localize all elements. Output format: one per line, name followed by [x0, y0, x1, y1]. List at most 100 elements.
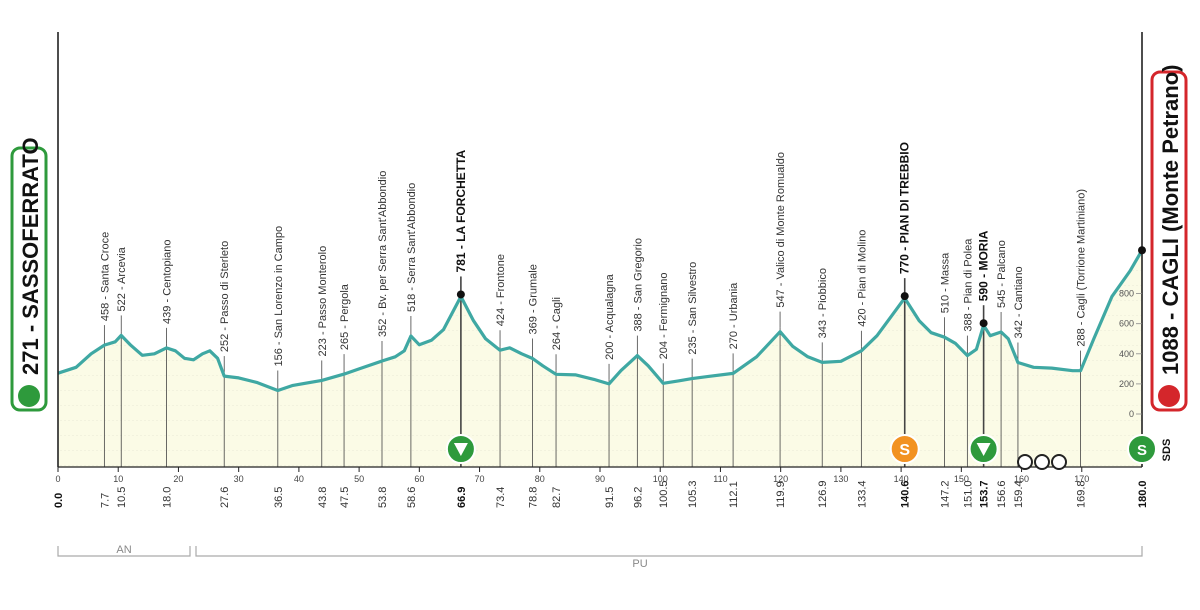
x-tick-label: 20 [173, 474, 183, 484]
waypoint-km-label: 43.8 [317, 487, 329, 508]
waypoint-km-label: 91.5 [604, 487, 616, 508]
waypoint-km-label: 27.6 [219, 487, 231, 508]
start-bike-icon [18, 385, 40, 407]
x-tick-label: 0 [55, 474, 60, 484]
waypoint-km-label: 78.8 [528, 487, 540, 508]
start-badge: 271 - SASSOFERRATO [10, 137, 48, 412]
waypoint-km-label: 133.4 [856, 480, 868, 508]
waypoint-km-label: 140.6 [900, 480, 912, 508]
waypoint-label: 590 - MORIA [977, 230, 991, 301]
waypoint-km-label: 82.7 [551, 487, 563, 508]
waypoint-km-label: 36.5 [273, 487, 285, 508]
waypoint-label: 424 - Frontone [495, 254, 507, 326]
waypoint-label: 204 - Fermignano [658, 272, 670, 359]
waypoint-km-label: 100.5 [658, 480, 670, 508]
waypoint-label: 388 - Pian di Polea [962, 238, 974, 332]
waypoint-label: 458 - Santa Croce [99, 232, 111, 321]
x-tick-label: 60 [414, 474, 424, 484]
waypoint-label: 522 - Arcevia [116, 246, 128, 311]
finish-climb-badge [1127, 434, 1157, 464]
waypoint-label: 388 - San Gregorio [632, 238, 644, 332]
region-label-an: AN [116, 544, 131, 556]
waypoint-km-label: 7.7 [99, 493, 111, 508]
waypoint-label: 781 - LA FORCHETTA [454, 149, 468, 272]
finish-badge: 1088 - CAGLI (Monte Petrano) [1150, 65, 1188, 412]
region-bracket-pu [195, 546, 1143, 557]
summit-dot [456, 290, 465, 299]
finish-badge-frame [1150, 70, 1188, 412]
sprint-badge [889, 434, 920, 464]
elevation-tick-label: 200 [1119, 379, 1134, 389]
waypoint-label: 252 - Passo di Sterleto [219, 241, 231, 352]
waypoint-label: 352 - Bv. per Serra Sant'Abbondio [377, 171, 389, 337]
x-tick-label: 30 [234, 474, 244, 484]
waypoint-km-label: 47.5 [339, 487, 351, 508]
waypoint-km-label: 126.9 [817, 480, 829, 508]
x-tick-label: 40 [294, 474, 304, 484]
waypoint-km-label: 18.0 [161, 487, 173, 508]
waypoint-km-label: 169.8 [1076, 480, 1088, 508]
tunnel-icon [1034, 454, 1050, 470]
region-bracket-an [57, 546, 191, 557]
waypoint-label: 439 - Centopiano [161, 240, 173, 324]
x-tick-label: 10 [113, 474, 123, 484]
sprint-s-icon: S [899, 442, 910, 459]
waypoint-km-label: 153.7 [979, 480, 991, 508]
waypoint-km-label: 119.9 [775, 481, 787, 508]
elevation-tick-label: 800 [1119, 289, 1134, 299]
region-label-pu: PU [632, 558, 647, 570]
gpm-triangle-icon [976, 443, 991, 456]
x-tick-label: 90 [595, 474, 605, 484]
elevation-tick-label: 600 [1119, 319, 1134, 329]
elevation-tick-label: 0 [1129, 409, 1134, 419]
waypoint-label: 547 - Valico di Monte Romualdo [775, 152, 787, 308]
profile-line [57, 249, 1144, 393]
x-tick-label: 150 [954, 474, 969, 484]
waypoint-km-label: 58.6 [406, 487, 418, 508]
x-tick-label: 70 [475, 474, 485, 484]
waypoint-label: 288 - Cagli (Torrione Martiniano) [1076, 189, 1088, 347]
waypoint-label: 518 - Serra Sant'Abbondio [406, 183, 418, 312]
summit-dot [979, 319, 988, 328]
x-tick-label: 160 [1014, 474, 1029, 484]
finish-km-label: 180.0 [1137, 480, 1149, 508]
waypoint-label: 265 - Pergola [339, 283, 351, 350]
waypoint-label: 270 - Urbania [728, 282, 740, 350]
x-tick-label: 100 [653, 474, 668, 484]
finish-dot [1138, 246, 1146, 255]
elevation-tick-label: 400 [1119, 349, 1134, 359]
waypoint-km-label: 112.1 [728, 481, 740, 508]
waypoint-km-label: 73.4 [495, 487, 507, 508]
x-tick-label: 140 [894, 474, 909, 484]
waypoint-km-label: 147.2 [939, 480, 951, 508]
waypoint-km-label: 159.4 [1013, 480, 1025, 508]
waypoint-km-label: 156.6 [996, 480, 1008, 508]
waypoint-label: 156 - San Lorenzo in Campo [273, 226, 285, 367]
gpm-triangle-icon [453, 443, 468, 456]
waypoint-km-label: 66.9 [456, 487, 468, 508]
waypoint-label: 223 - Passo Monterolo [317, 246, 329, 357]
summit-dot [900, 292, 909, 301]
start-name: 271 - SASSOFERRATO [18, 137, 43, 375]
start-km-label: 0.0 [53, 493, 65, 508]
waypoint-label: 420 - Pian di Molino [856, 230, 868, 327]
waypoint-label: 200 - Acqualagna [604, 273, 616, 360]
x-tick-label: 110 [713, 474, 727, 484]
x-tick-label: 170 [1074, 474, 1089, 484]
waypoint-label: 770 - PIAN DI TREBBIO [898, 142, 912, 274]
waypoint-km-label: 10.5 [116, 487, 128, 508]
finish-climb-icon: S [1137, 442, 1147, 459]
waypoint-label: 510 - Massa [939, 252, 951, 313]
waypoint-km-label: 96.2 [632, 487, 644, 508]
x-tick-label: 80 [535, 474, 545, 484]
waypoint-label: 342 - Cantiano [1013, 266, 1025, 338]
x-tick-label: 120 [773, 474, 788, 484]
waypoint-label: 235 - San Silvestro [687, 262, 699, 355]
waypoint-km-label: 105.3 [687, 480, 699, 508]
waypoint-label: 343 - Piobbico [817, 268, 829, 338]
tunnel-icon [1017, 454, 1033, 470]
finish-name: 1088 - CAGLI (Monte Petrano) [1158, 65, 1183, 375]
waypoint-km-label: 53.8 [377, 487, 389, 508]
